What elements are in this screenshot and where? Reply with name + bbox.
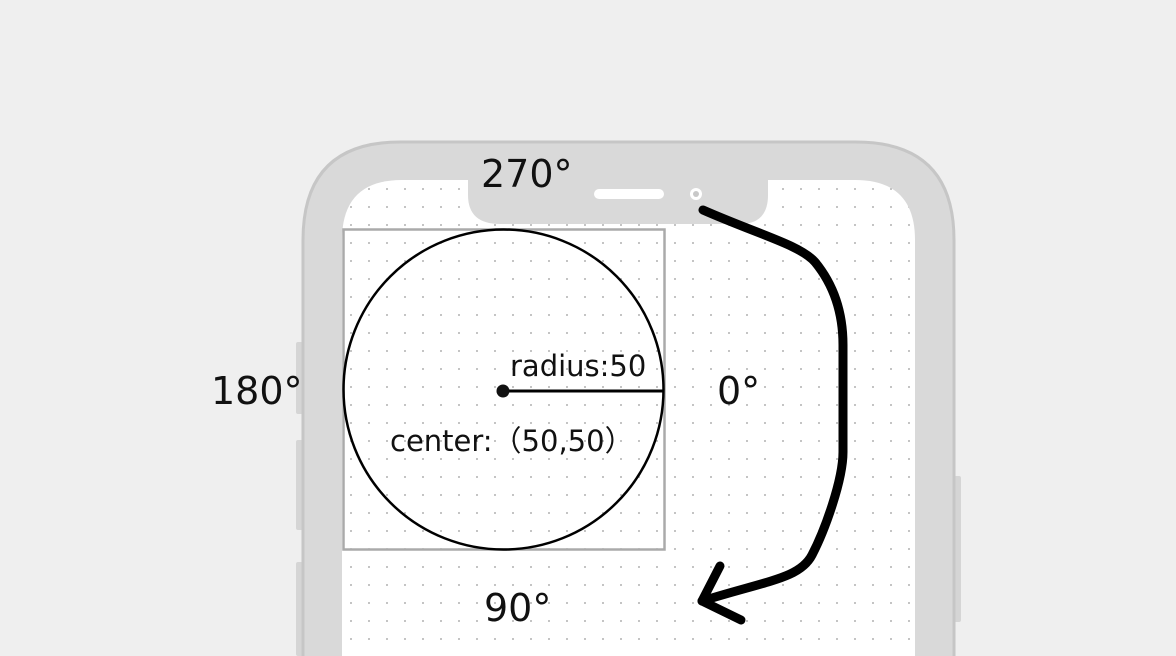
center-point	[496, 384, 510, 398]
dot-grid	[342, 180, 915, 656]
angle-label-180: 180°	[211, 369, 303, 413]
radius-label: radius:50	[510, 349, 647, 383]
curved-arrow-icon	[697, 205, 848, 625]
angle-label-270: 270°	[481, 152, 573, 196]
phone-speaker-icon	[594, 189, 664, 199]
center-label: center:（50,50）	[390, 424, 634, 458]
angle-label-90: 90°	[484, 586, 552, 630]
phone-camera-icon	[690, 188, 702, 200]
angle-label-0: 0°	[717, 369, 761, 413]
